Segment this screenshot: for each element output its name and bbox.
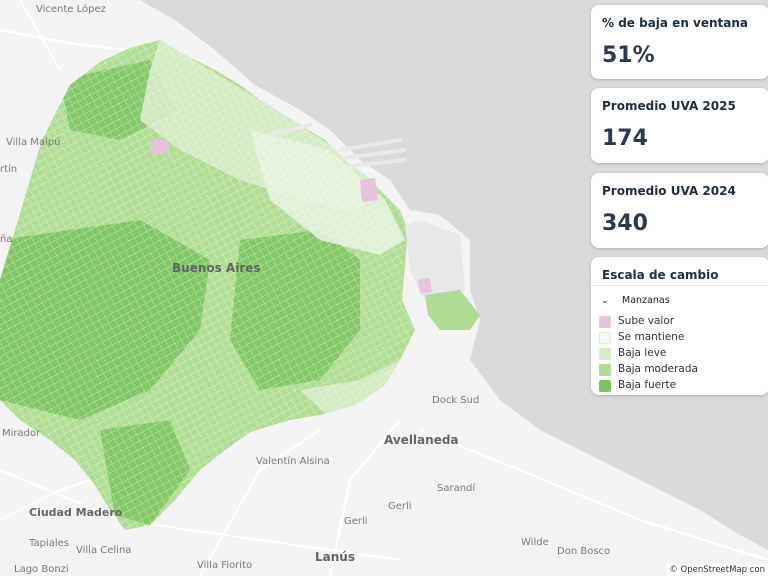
place-label: Gerli [388, 501, 412, 512]
chevron-down-icon: ⌄ [601, 296, 609, 306]
stat-card-uva-2024: Promedio UVA 2024 340 [591, 173, 768, 248]
legend-label: Sube valor [618, 315, 675, 327]
place-label: Mirador [2, 428, 41, 439]
legend-title: Escala de cambio [602, 268, 719, 282]
legend-swatch [599, 364, 611, 376]
legend-panel: Escala de cambio ⌄ Manzanas Sube valor S… [591, 257, 768, 395]
place-label: Vicente López [36, 4, 106, 15]
place-label: Lago Bonzi [14, 564, 69, 575]
stat-card-baja: % de baja en ventana 51% [591, 5, 768, 79]
stat-card-uva-2025: Promedio UVA 2025 174 [591, 88, 768, 163]
place-label: Valentín Alsina [256, 456, 330, 467]
place-label: rtín [0, 164, 18, 175]
place-label: Dock Sud [432, 395, 480, 406]
place-label: Wilde [521, 537, 549, 548]
place-label: ña [0, 234, 13, 245]
legend-swatch [599, 380, 611, 392]
map-attribution[interactable]: © OpenStreetMap con [666, 564, 768, 576]
stat-title: % de baja en ventana [602, 16, 749, 30]
legend-label: Baja leve [618, 347, 667, 359]
legend-label: Baja fuerte [618, 379, 677, 391]
legend-swatch [599, 316, 611, 328]
stat-title: Promedio UVA 2025 [602, 99, 736, 113]
place-label: Gerli [344, 516, 368, 527]
legend-group-toggle[interactable]: ⌄ Manzanas [601, 295, 670, 306]
stat-value: 340 [602, 211, 648, 236]
place-label: Ciudad Madero [29, 506, 123, 519]
city-label: Buenos Aires [172, 261, 261, 275]
legend-group-label: Manzanas [622, 295, 670, 306]
legend-swatch [599, 332, 611, 344]
legend-swatch [599, 348, 611, 360]
stat-value: 174 [602, 126, 648, 151]
legend-divider [591, 285, 768, 286]
place-label: Villa Fiorito [197, 560, 253, 571]
place-label: Villa Celina [76, 545, 132, 556]
stat-value: 51% [602, 43, 655, 68]
port-docks [268, 123, 407, 168]
legend-label: Se mantiene [618, 331, 685, 343]
place-label: Don Bosco [557, 546, 611, 557]
place-label: Sarandí [437, 483, 476, 494]
place-label: Avellaneda [384, 433, 459, 447]
place-label: Tapiales [29, 538, 69, 549]
place-label: Lanús [315, 550, 355, 564]
legend-label: Baja moderada [618, 363, 698, 375]
place-label: Villa Maipú [6, 137, 61, 148]
stat-title: Promedio UVA 2024 [602, 184, 736, 198]
